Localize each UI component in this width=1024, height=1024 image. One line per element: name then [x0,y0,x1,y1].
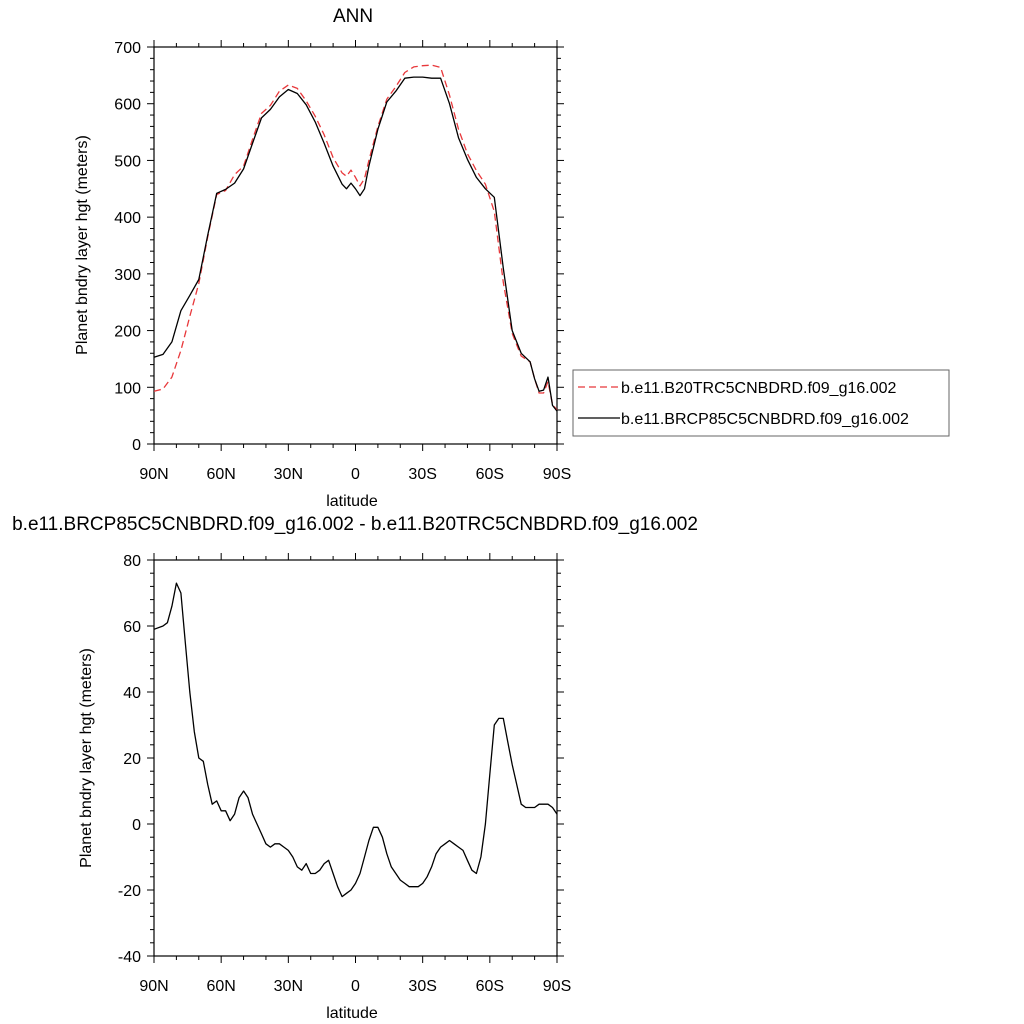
bottom-panel-title: b.e11.BRCP85C5CNBDRD.f09_g16.002 - b.e11… [12,514,698,535]
top-panel-frame [153,46,558,445]
y-tick-label: 400 [114,210,141,227]
y-tick-label: 40 [123,685,141,702]
y-tick-label: 300 [114,267,141,284]
y-tick-label: 20 [123,751,141,768]
x-tick-label: 90N [139,978,168,995]
bottom-panel-frame [153,559,558,957]
y-tick-label: 500 [114,153,141,170]
top-panel-y-axis: 0 100 200 300 400 500 600 700 [114,40,564,454]
bottom-panel-y-axis-label: Planet bndry layer hgt (meters) [78,648,95,868]
y-tick-label: -40 [118,949,141,966]
x-tick-label: 60N [206,978,235,995]
x-tick-label: 30N [274,466,303,483]
bottom-panel-x-axis-label: latitude [326,1005,378,1022]
y-tick-label: 0 [132,437,141,454]
bottom-panel-plot-area [153,582,558,898]
y-tick-label: 60 [123,619,141,636]
legend-frame [572,369,950,437]
y-tick-label: 0 [132,817,141,834]
legend-label-series-2: b.e11.BRCP85C5CNBDRD.f09_g16.002 [621,411,909,428]
top-panel-plot-area [153,64,558,412]
series-line-1 [153,582,558,898]
y-tick-label: 200 [114,324,141,341]
legend: b.e11.B20TRC5CNBDRD.f09_g16.002 b.e11.BR… [572,369,950,437]
top-panel: ANN 0 100 200 300 400 500 600 700 90N 60N 30N 0 30S… [74,6,950,510]
series-line-2 [153,76,558,412]
y-tick-label: 80 [123,553,141,570]
y-tick-label: 100 [114,380,141,397]
series-line-1 [153,64,558,411]
x-tick-label: 30N [274,978,303,995]
legend-label-series-1: b.e11.B20TRC5CNBDRD.f09_g16.002 [621,380,897,397]
x-tick-label: 30S [408,978,436,995]
y-tick-label: 700 [114,40,141,57]
x-tick-label: 0 [351,466,360,483]
x-tick-label: 60S [476,978,504,995]
bottom-panel-y-axis: -40 -20 0 20 40 60 80 [118,553,564,966]
y-tick-label: -20 [118,883,141,900]
x-tick-label: 0 [351,978,360,995]
x-tick-label: 90S [543,466,571,483]
x-tick-label: 30S [408,466,436,483]
top-panel-x-axis: 90N 60N 30N 0 30S 60S 90S [139,40,571,483]
top-panel-x-axis-label: latitude [326,493,378,510]
x-tick-label: 90N [139,466,168,483]
x-tick-label: 60N [206,466,235,483]
bottom-panel: b.e11.BRCP85C5CNBDRD.f09_g16.002 - b.e11… [12,514,698,1022]
x-tick-label: 60S [476,466,504,483]
top-panel-y-axis-label: Planet bndry layer hgt (meters) [74,135,91,355]
bottom-panel-x-axis: 90N 60N 30N 0 30S 60S 90S [139,553,571,995]
top-panel-title: ANN [333,6,373,27]
x-tick-label: 90S [543,978,571,995]
y-tick-label: 600 [114,97,141,114]
